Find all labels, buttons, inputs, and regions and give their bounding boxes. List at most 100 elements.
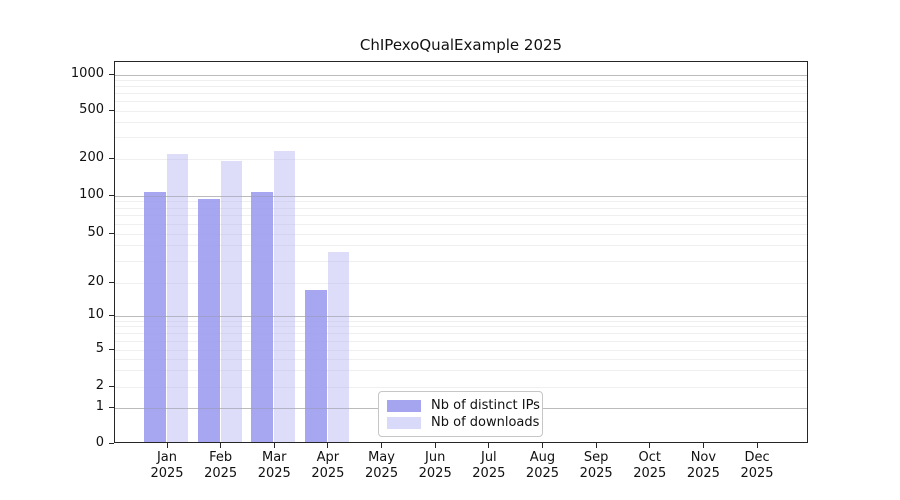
month-name: Oct	[638, 450, 661, 465]
x-tick-mark	[273, 443, 275, 448]
bar-downloads-mar	[274, 151, 296, 442]
y-tick-label: 2	[95, 378, 104, 393]
gridline	[115, 326, 807, 328]
bar-distinct-ips-jan	[144, 192, 166, 442]
x-tick-mark	[595, 443, 597, 448]
legend-swatch-distinct-ips	[387, 399, 421, 412]
y-tick-mark	[109, 385, 114, 387]
month-name: May	[368, 450, 395, 465]
month-name: Nov	[690, 450, 717, 465]
gridline-overlay	[115, 74, 807, 76]
gridline	[115, 245, 807, 247]
bar-distinct-ips-apr	[304, 289, 327, 442]
x-tick-mark	[327, 443, 329, 448]
legend: Nb of distinct IPs Nb of downloads	[378, 391, 543, 437]
y-tick-label: 200	[79, 150, 104, 165]
legend-label: Nb of distinct IPs	[431, 398, 540, 413]
month-year: 2025	[311, 466, 345, 481]
y-tick-mark	[109, 157, 114, 159]
y-tick-mark	[109, 348, 114, 350]
x-tick-mark	[702, 443, 704, 448]
gridline	[115, 195, 807, 197]
gridline	[115, 282, 807, 284]
x-tick-label-aug: Aug 2025	[510, 450, 574, 482]
x-tick-label-sep: Sep 2025	[564, 450, 628, 482]
legend-row: Nb of distinct IPs	[387, 397, 540, 414]
gridline	[115, 158, 807, 160]
x-tick-label-jul: Jul 2025	[457, 450, 521, 482]
month-name: Jun	[425, 450, 446, 465]
month-name: Sep	[583, 450, 609, 465]
y-tick-mark	[109, 194, 114, 196]
month-year: 2025	[150, 466, 184, 481]
gridline	[115, 86, 807, 88]
gridline	[115, 201, 807, 203]
gridline-overlay	[115, 195, 807, 197]
x-tick-mark	[649, 443, 651, 448]
x-tick-mark	[434, 443, 436, 448]
x-tick-label-feb: Feb 2025	[189, 450, 253, 482]
legend-label: Nb of downloads	[431, 415, 540, 430]
bar-downloads-feb	[220, 160, 242, 442]
y-tick-mark	[109, 109, 114, 111]
gridline	[115, 349, 807, 351]
month-name: Jul	[480, 450, 497, 465]
month-year: 2025	[579, 466, 613, 481]
x-tick-label-may: May 2025	[350, 450, 414, 482]
bar-downloads-apr	[327, 252, 349, 442]
y-tick-mark	[109, 442, 114, 444]
y-tick-label: 100	[79, 187, 104, 202]
gridline	[115, 110, 807, 112]
month-name: Apr	[316, 450, 340, 465]
y-tick-label: 5	[95, 341, 104, 356]
gridline	[115, 101, 807, 103]
legend-row: Nb of downloads	[387, 414, 539, 431]
y-tick-label: 1000	[70, 66, 104, 81]
gridline	[115, 386, 807, 388]
x-tick-mark	[756, 443, 758, 448]
gridline	[115, 74, 807, 76]
month-year: 2025	[365, 466, 399, 481]
x-tick-mark	[381, 443, 383, 448]
bar-distinct-ips-feb	[197, 198, 220, 442]
gridline	[115, 215, 807, 217]
month-name: Mar	[262, 450, 287, 465]
x-tick-label-dec: Dec 2025	[725, 450, 789, 482]
month-year: 2025	[633, 466, 667, 481]
month-year: 2025	[740, 466, 774, 481]
gridline	[115, 207, 807, 209]
y-tick-mark	[109, 73, 114, 75]
gridline	[115, 332, 807, 334]
y-tick-label: 50	[87, 225, 104, 240]
gridline	[115, 358, 807, 360]
y-tick-mark	[109, 232, 114, 234]
plot-area	[114, 61, 808, 443]
y-tick-mark	[109, 314, 114, 316]
gridline	[115, 79, 807, 81]
month-year: 2025	[525, 466, 560, 481]
month-year: 2025	[418, 466, 452, 481]
x-tick-label-jun: Jun 2025	[403, 450, 467, 482]
month-year: 2025	[204, 466, 238, 481]
y-tick-mark	[109, 281, 114, 283]
month-year: 2025	[257, 466, 291, 481]
y-tick-label: 500	[79, 102, 104, 117]
x-tick-label-nov: Nov 2025	[671, 450, 735, 482]
gridline	[115, 315, 807, 317]
gridline	[115, 137, 807, 139]
y-tick-label: 10	[87, 307, 104, 322]
gridline	[115, 320, 807, 322]
gridline-overlay	[115, 315, 807, 317]
month-year: 2025	[686, 466, 720, 481]
chart-title: ChIPexoQualExample 2025	[359, 36, 563, 54]
gridline	[115, 370, 807, 372]
x-tick-label-apr: Apr 2025	[296, 450, 360, 482]
x-tick-label-oct: Oct 2025	[618, 450, 682, 482]
legend-swatch-downloads	[387, 416, 421, 429]
month-name: Jan	[156, 450, 178, 465]
bar-distinct-ips-mar	[251, 191, 274, 442]
month-name: Feb	[209, 450, 233, 465]
gridline	[115, 122, 807, 124]
x-tick-label-mar: Mar 2025	[242, 450, 306, 482]
